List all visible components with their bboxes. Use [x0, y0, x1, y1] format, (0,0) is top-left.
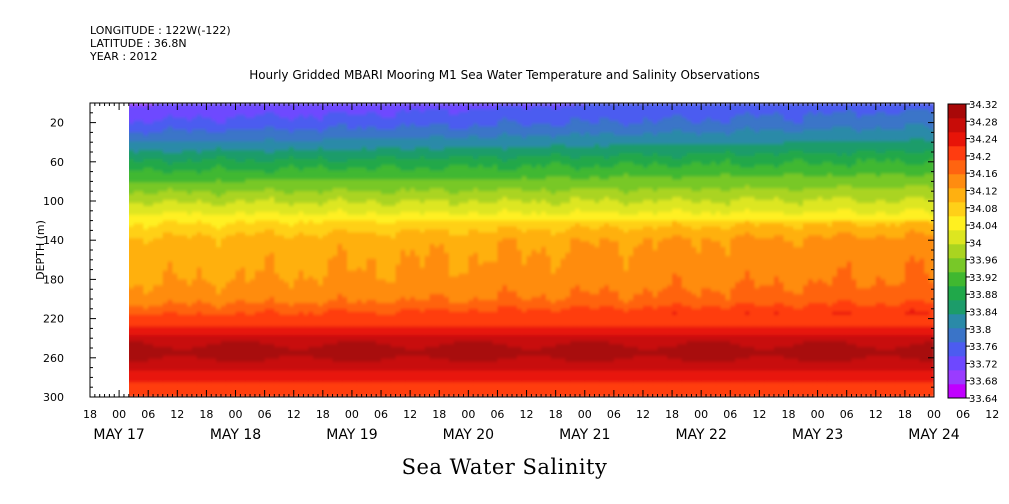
- heatmap-cells: [119, 103, 935, 398]
- heatmap-field: [119, 103, 935, 398]
